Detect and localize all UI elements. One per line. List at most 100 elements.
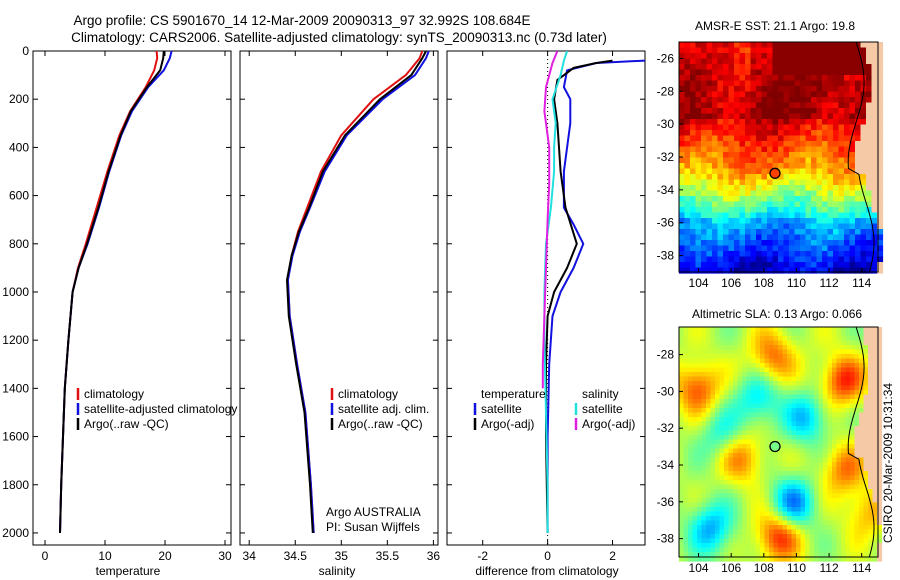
- heatmap-cell: [688, 385, 694, 391]
- heatmap-cell: [692, 538, 698, 544]
- heatmap-cell: [739, 64, 746, 71]
- heatmap-cell: [778, 385, 784, 391]
- heatmap-cell: [863, 547, 869, 553]
- heatmap-cell: [789, 108, 796, 115]
- heatmap-cell: [818, 363, 824, 369]
- heatmap-cell: [844, 212, 851, 219]
- heatmap-cell: [854, 399, 860, 405]
- heatmap-cell: [855, 190, 862, 197]
- heatmap-cell: [684, 75, 691, 82]
- heatmap-cell: [863, 543, 869, 549]
- heatmap-cell: [854, 390, 860, 396]
- heatmap-cell: [717, 53, 724, 60]
- heatmap-cell: [773, 354, 779, 360]
- heatmap-cell: [860, 168, 867, 175]
- heatmap-cell: [805, 240, 812, 247]
- heatmap-cell: [872, 421, 878, 427]
- heatmap-cell: [734, 190, 741, 197]
- heatmap-cell: [767, 146, 774, 153]
- heatmap-cell: [854, 448, 860, 454]
- heatmap-cell: [832, 372, 838, 378]
- heatmap-cell: [728, 141, 735, 148]
- heatmap-cell: [872, 349, 878, 355]
- heatmap-cell: [841, 417, 847, 423]
- heatmap-cell: [796, 385, 802, 391]
- heatmap-cell: [679, 543, 685, 549]
- heatmap-cell: [755, 336, 761, 342]
- heatmap-cell: [814, 556, 820, 562]
- heatmap-cell: [773, 435, 779, 441]
- heatmap-cell: [850, 489, 856, 495]
- heatmap-cell: [737, 363, 743, 369]
- heatmap-cell: [868, 412, 874, 418]
- heatmap-cell: [755, 511, 761, 517]
- heatmap-cell: [860, 58, 867, 65]
- heatmap-cell: [859, 520, 865, 526]
- heatmap-cell: [822, 113, 829, 120]
- heatmap-cell: [871, 135, 878, 142]
- heatmap-cell: [715, 457, 721, 463]
- heatmap-cell: [692, 376, 698, 382]
- heatmap-cell: [805, 484, 811, 490]
- heatmap-cell: [719, 475, 725, 481]
- heatmap-cell: [692, 507, 698, 513]
- heatmap-cell: [679, 435, 685, 441]
- heatmap-cell: [723, 185, 730, 192]
- heatmap-cell: [833, 245, 840, 252]
- heatmap-cell: [796, 372, 802, 378]
- heatmap-cell: [871, 75, 878, 82]
- heatmap-cell: [860, 135, 867, 142]
- heatmap-cell: [697, 534, 703, 540]
- heatmap-cell: [697, 471, 703, 477]
- heatmap-cell: [791, 498, 797, 504]
- heatmap-cell: [679, 471, 685, 477]
- heatmap-cell: [791, 430, 797, 436]
- heatmap-cell: [783, 146, 790, 153]
- heatmap-cell: [737, 376, 743, 382]
- heatmap-cell: [710, 376, 716, 382]
- heatmap-cell: [701, 47, 708, 54]
- heatmap-cell: [778, 457, 784, 463]
- heatmap-cell: [844, 53, 851, 60]
- heatmap-cell: [871, 163, 878, 170]
- heatmap-cell: [733, 336, 739, 342]
- heatmap-cell: [818, 412, 824, 418]
- heatmap-cell: [809, 358, 815, 364]
- heatmap-cell: [809, 543, 815, 549]
- heatmap-cell: [805, 47, 812, 54]
- heatmap-cell: [679, 363, 685, 369]
- heatmap-cell: [866, 163, 873, 170]
- heatmap-cell: [683, 543, 689, 549]
- heatmap-cell: [849, 58, 856, 65]
- heatmap-cell: [791, 340, 797, 346]
- heatmap-cell: [769, 538, 775, 544]
- heatmap-cell: [706, 399, 712, 405]
- heatmap-cell: [838, 135, 845, 142]
- heatmap-cell: [868, 390, 874, 396]
- heatmap-cell: [733, 385, 739, 391]
- heatmap-cell: [877, 511, 883, 517]
- heatmap-cell: [761, 179, 768, 186]
- heatmap-cell: [692, 354, 698, 360]
- heatmap-cell: [849, 212, 856, 219]
- heatmap-cell: [791, 394, 797, 400]
- heatmap-cell: [767, 190, 774, 197]
- heatmap-cell: [773, 498, 779, 504]
- heatmap-cell: [684, 240, 691, 247]
- heatmap-cell: [692, 399, 698, 405]
- heatmap-cell: [832, 471, 838, 477]
- heatmap-cell: [769, 484, 775, 490]
- heatmap-cell: [796, 538, 802, 544]
- heatmap-cell: [773, 547, 779, 553]
- heatmap-cell: [778, 336, 784, 342]
- heatmap-cell: [734, 64, 741, 71]
- heatmap-cell: [751, 336, 757, 342]
- heatmap-cell: [811, 240, 818, 247]
- heatmap-cell: [746, 385, 752, 391]
- heatmap-cell: [688, 489, 694, 495]
- heatmap-cell: [773, 349, 779, 355]
- heatmap-cell: [751, 538, 757, 544]
- heatmap-cell: [836, 376, 842, 382]
- heatmap-cell: [717, 201, 724, 208]
- heatmap-cell: [827, 552, 833, 558]
